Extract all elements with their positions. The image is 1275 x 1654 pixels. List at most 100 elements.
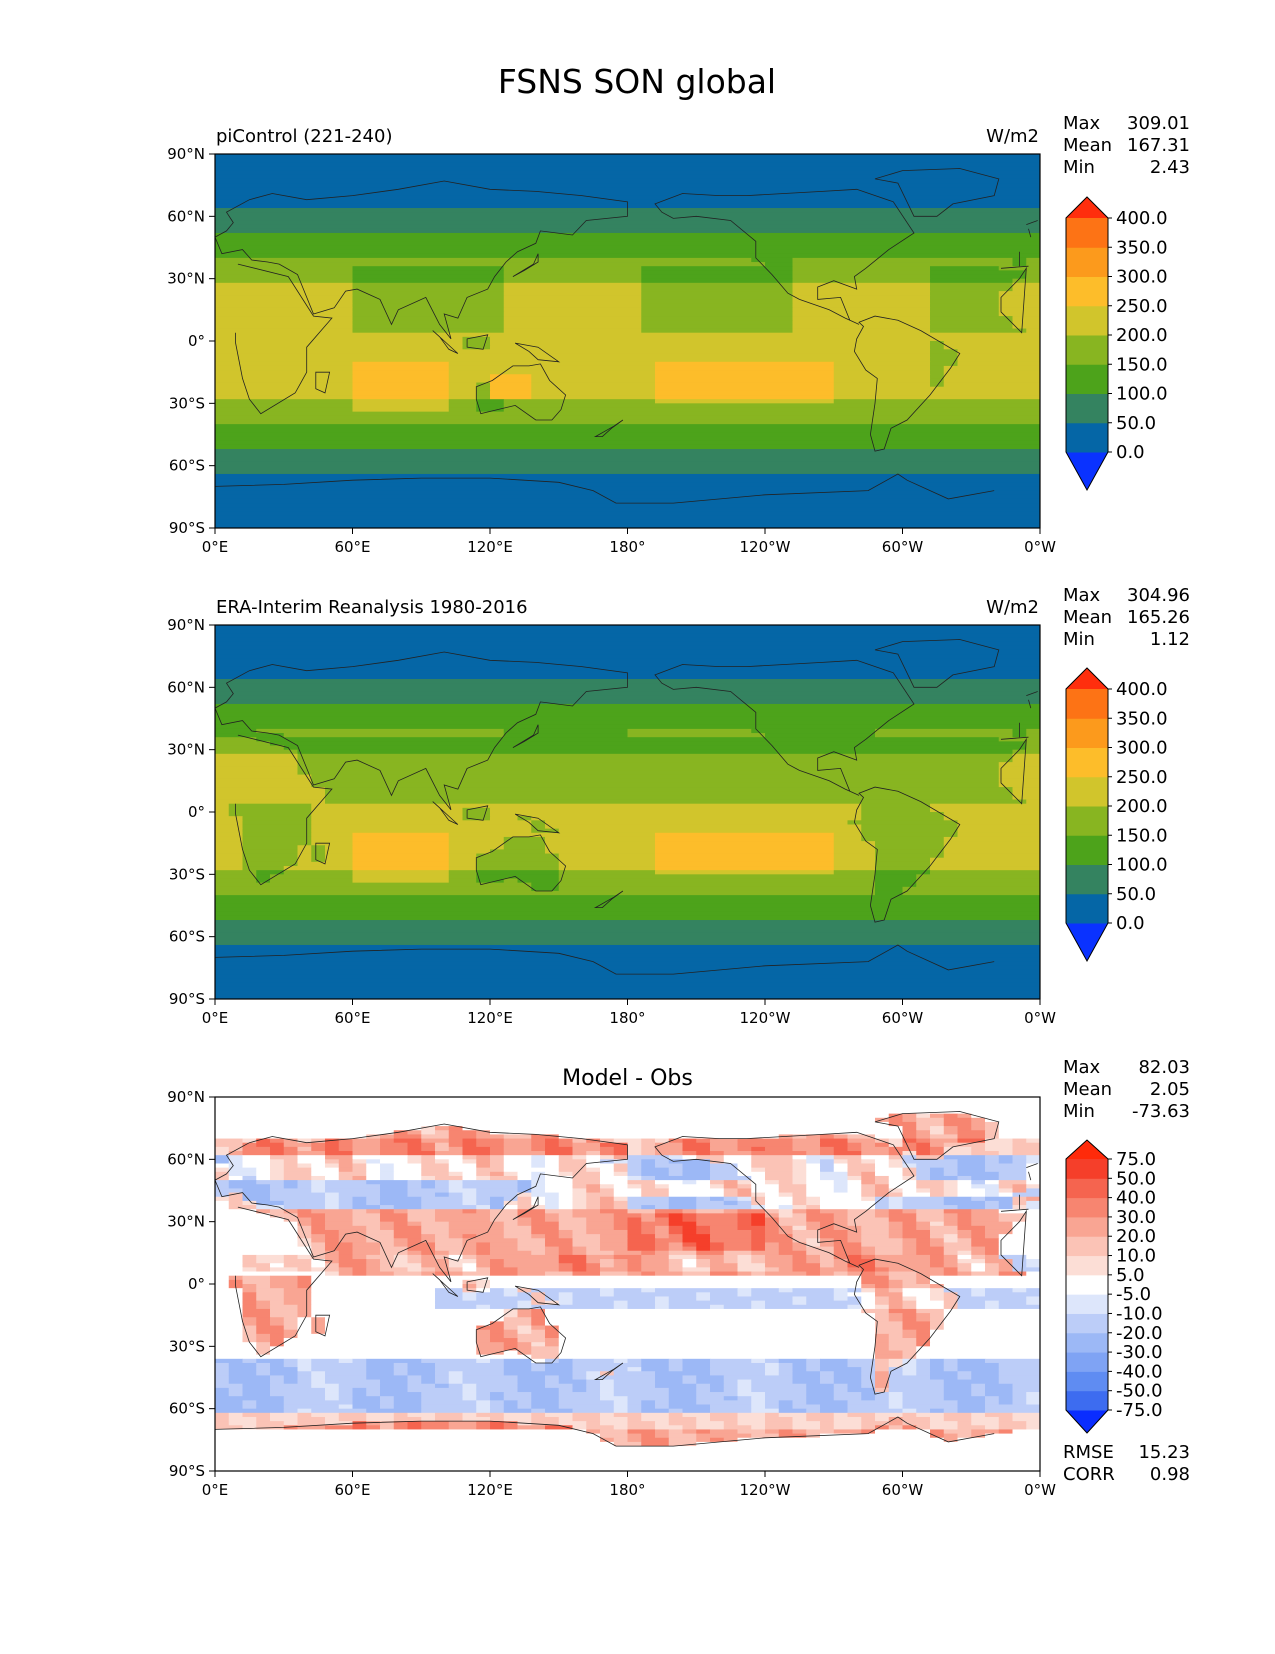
diff-contour-cell	[476, 1425, 491, 1430]
diff-contour-cell	[806, 1188, 835, 1193]
diff-contour-cell	[902, 1279, 917, 1285]
model-lon-tick-label: 60°W	[882, 538, 924, 556]
model-contour-cell	[215, 220, 1041, 226]
diff-contour-cell	[888, 1387, 945, 1393]
diff-contour-cell	[586, 1221, 615, 1227]
diff-contour-cell	[806, 1225, 821, 1231]
diff-contour-cell	[531, 1146, 546, 1152]
diff-contour-cell	[600, 1271, 628, 1277]
model-contour-cell	[833, 378, 931, 383]
diff-contour-cell	[765, 1429, 780, 1434]
diff-contour-cell	[641, 1404, 656, 1410]
diff-contour-cell	[545, 1362, 573, 1368]
obs-contour-cell	[352, 849, 450, 854]
diff-contour-cell	[338, 1416, 367, 1422]
diff-contour-cell	[503, 1412, 532, 1418]
diff-contour-cell	[627, 1171, 642, 1177]
diff-contour-cell	[888, 1275, 917, 1281]
obs-contour-cell	[215, 853, 243, 859]
diff-contour-cell	[778, 1242, 793, 1247]
diff-contour-cell	[902, 1412, 917, 1418]
model-contour-cell	[998, 307, 1041, 313]
diff-contour-cell	[641, 1167, 670, 1173]
diff-contour-cell	[668, 1416, 697, 1422]
diff-contour-cell	[875, 1205, 890, 1210]
diff-contour-cell	[476, 1205, 491, 1210]
diff-contour-cell	[668, 1267, 683, 1272]
diff-contour-cell	[462, 1138, 477, 1144]
diff-contour-cell	[531, 1221, 560, 1227]
diff-coastline	[512, 1196, 539, 1220]
diff-contour-cell	[930, 1151, 945, 1156]
diff-contour-cell	[490, 1421, 505, 1426]
diff-coastline	[853, 1258, 961, 1395]
diff-contour-cell	[586, 1263, 601, 1268]
diff-contour-cell	[875, 1167, 903, 1173]
diff-contour-cell	[380, 1217, 408, 1223]
diff-contour-cell	[902, 1396, 945, 1401]
diff-contour-cell	[242, 1142, 257, 1148]
diff-contour-cell	[710, 1263, 738, 1268]
model-contour-cell	[215, 324, 353, 329]
diff-contour-cell	[256, 1362, 271, 1368]
diff-contour-cell	[723, 1250, 752, 1256]
model-contour-cell	[503, 303, 642, 309]
diff-contour-cell	[325, 1238, 340, 1243]
obs-contour-cell	[916, 874, 1041, 879]
diff-contour-cell	[407, 1362, 436, 1368]
diff-contour-cell	[696, 1433, 752, 1439]
obs-contour-cell	[875, 857, 931, 863]
diff-contour-cell	[462, 1180, 518, 1185]
diff-contour-cell	[668, 1304, 711, 1310]
diff-contour-cell	[215, 1109, 1041, 1115]
diff-contour-cell	[998, 1367, 1041, 1372]
diff-contour-cell	[297, 1221, 312, 1227]
diff-contour-cell	[600, 1242, 628, 1247]
diff-contour-cell	[558, 1259, 587, 1264]
obs-contour-cell	[215, 795, 326, 800]
diff-contour-cell	[861, 1242, 903, 1247]
diff-contour-cell	[957, 1433, 972, 1439]
diff-contour-cell	[943, 1416, 972, 1422]
diff-contour-cell	[682, 1138, 697, 1144]
diff-contour-cell	[600, 1387, 615, 1393]
model-contour-cell	[751, 257, 793, 263]
diff-contour-cell	[283, 1184, 298, 1189]
diff-contour-cell	[696, 1263, 711, 1268]
diff-contour-cell	[448, 1163, 477, 1169]
diff-contour-cell	[215, 1101, 1041, 1106]
obs-colorbar-swatch	[1066, 806, 1108, 836]
diff-contour-cell	[998, 1180, 1027, 1185]
obs-contour-cell	[861, 812, 945, 817]
obs-contour-cell	[215, 625, 1041, 630]
model-contour-cell	[215, 349, 931, 354]
diff-contour-cell	[531, 1159, 546, 1164]
diff-contour-cell	[930, 1371, 958, 1376]
diff-contour-cell	[737, 1192, 752, 1198]
diff-contour-cell	[902, 1171, 917, 1177]
diff-contour-cell	[998, 1130, 1041, 1135]
diff-contour-cell	[600, 1267, 628, 1272]
diff-contour-cell	[558, 1200, 573, 1206]
diff-contour-cell	[875, 1317, 890, 1322]
diff-contour-cell	[957, 1300, 986, 1306]
diff-contour-cell	[311, 1229, 340, 1235]
obs-contour-cell	[503, 733, 628, 738]
obs-coastline	[214, 651, 1020, 811]
diff-contour-cell	[641, 1254, 670, 1260]
diff-contour-cell	[943, 1433, 958, 1439]
diff-contour-cell	[572, 1358, 615, 1364]
model-contour-cell	[490, 336, 1041, 342]
obs-contour-cell	[476, 857, 560, 863]
diff-contour-cell	[215, 1313, 243, 1318]
diff-contour-cell	[875, 1188, 890, 1193]
diff-contour-cell	[393, 1234, 422, 1239]
diff-contour-cell	[448, 1180, 463, 1185]
model-contour-cell	[352, 407, 450, 413]
diff-colorbar-swatch	[1066, 1352, 1108, 1372]
diff-contour-cell	[256, 1175, 271, 1181]
diff-contour-cell	[338, 1138, 353, 1144]
obs-contour-cell	[215, 845, 243, 850]
diff-contour-cell	[861, 1196, 876, 1202]
diff-contour-cell	[407, 1375, 422, 1380]
